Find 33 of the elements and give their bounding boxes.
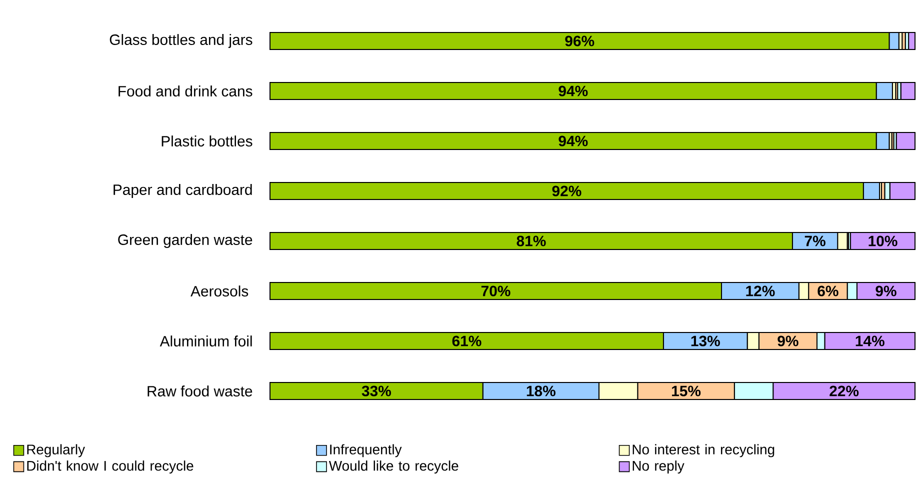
y-tick-label: Raw food waste [148, 386, 252, 396]
legend-label: Regularly [27, 444, 85, 458]
data-label: 81% [516, 236, 546, 246]
y-tick-label: Food and drink cans [118, 86, 252, 96]
legend-label: Infrequently [330, 444, 402, 458]
data-label: 94% [558, 136, 588, 146]
data-label: 94% [558, 86, 588, 96]
data-label: 14% [856, 336, 884, 346]
y-tick-label: Aluminium foil [160, 336, 252, 346]
y-tick-label: Glass bottles and jars [110, 34, 252, 48]
data-label: 9% [778, 336, 798, 346]
data-label: 61% [452, 336, 482, 346]
data-label: 12% [746, 286, 775, 296]
legend-label: No interest in recycling [632, 444, 774, 458]
y-tick-label: Plastic bottles [162, 136, 252, 146]
y-tick-label: Aerosols [190, 286, 248, 296]
data-label: 7% [804, 236, 826, 246]
data-label: 96% [565, 36, 594, 46]
data-label: 92% [552, 186, 582, 196]
data-label: 22% [830, 386, 859, 396]
legend-label: Didn't know I could recycle [27, 460, 194, 474]
data-label: 18% [526, 386, 556, 396]
data-label: 33% [362, 386, 391, 396]
legend-label: Would like to recycle [328, 460, 458, 474]
data-label: 70% [481, 286, 510, 296]
legend-label: No reply [632, 460, 684, 474]
data-label: 15% [672, 386, 701, 396]
data-label: 6% [818, 286, 838, 296]
y-tick-label: Paper and cardboard [114, 184, 252, 198]
data-label: 13% [691, 336, 720, 346]
data-label: 9% [876, 286, 896, 296]
y-tick-label: Green garden waste [118, 234, 252, 248]
data-label: 10% [868, 236, 898, 246]
